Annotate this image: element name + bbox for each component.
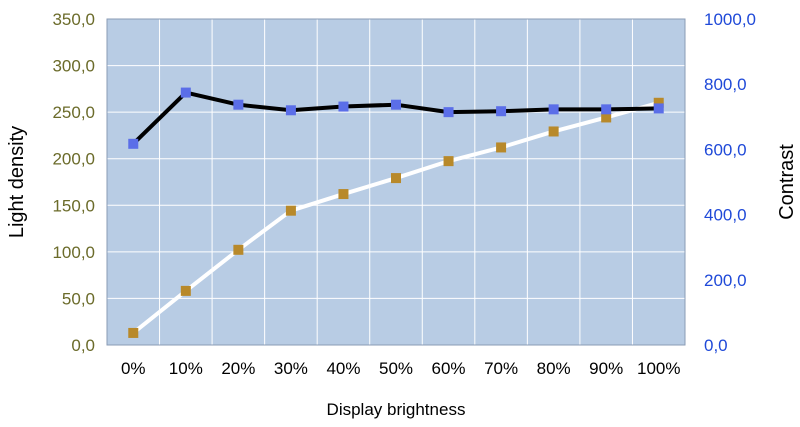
series-marker [496,142,507,153]
series-marker [180,285,191,296]
series-marker [338,101,349,112]
right-axis-ticks: 0,0 200,0 400,0 600,0 800,0 1000,0 [704,10,756,355]
series-right-axis [128,97,664,338]
x-axis-title: Display brightness [327,400,466,419]
series-layer [128,87,664,338]
left-axis-ticks: 0,0 50,0 100,0 150,0 200,0 250,0 300,0 350,0 [52,10,95,355]
series-marker [180,87,191,98]
right-tick-label: 800,0 [704,75,747,94]
right-tick-label: 1000,0 [704,10,756,29]
right-tick-label: 200,0 [704,271,747,290]
x-tick-label: 60% [432,359,466,378]
right-axis-title: Contrast [776,144,798,220]
x-tick-label: 20% [221,359,255,378]
left-tick-label: 100,0 [52,243,95,262]
series-marker [233,244,244,255]
left-tick-label: 250,0 [52,103,95,122]
series-marker [128,327,139,338]
left-tick-label: 300,0 [52,57,95,76]
grid-lines [106,18,686,346]
x-axis-ticks: 0% 10% 20% 30% 40% 50% 60% 70% 80% 90% 100% [121,359,680,378]
series-marker [391,99,401,110]
series-marker [653,103,664,114]
series-marker [391,173,401,184]
left-tick-label: 0,0 [71,336,95,355]
series-marker [496,106,507,117]
x-tick-label: 40% [326,359,360,378]
series-marker [443,156,454,167]
plot-frame [106,18,686,346]
series-marker [443,107,454,118]
series-left-axis [128,87,664,149]
x-tick-label: 30% [274,359,308,378]
x-tick-label: 10% [169,359,203,378]
x-tick-label: 90% [589,359,623,378]
series-marker [548,104,559,115]
x-tick-label: 80% [537,359,571,378]
left-tick-label: 50,0 [62,289,95,308]
series-marker [653,97,664,108]
series-marker [233,99,244,110]
x-tick-label: 50% [379,359,413,378]
right-tick-label: 600,0 [704,140,747,159]
series-marker [285,105,296,116]
left-tick-label: 200,0 [52,150,95,169]
left-tick-label: 350,0 [52,10,95,29]
series-marker [601,104,612,115]
x-tick-label: 70% [484,359,518,378]
left-tick-label: 150,0 [52,196,95,215]
series-marker [285,205,296,216]
right-tick-label: 0,0 [704,336,728,355]
right-tick-label: 400,0 [704,206,747,225]
left-axis-title: Light density [6,126,28,238]
series-marker [338,189,349,200]
series-marker [601,112,612,123]
x-tick-label: 0% [121,359,146,378]
x-tick-label: 100% [637,359,680,378]
series-marker [128,138,139,149]
series-marker [548,126,559,137]
